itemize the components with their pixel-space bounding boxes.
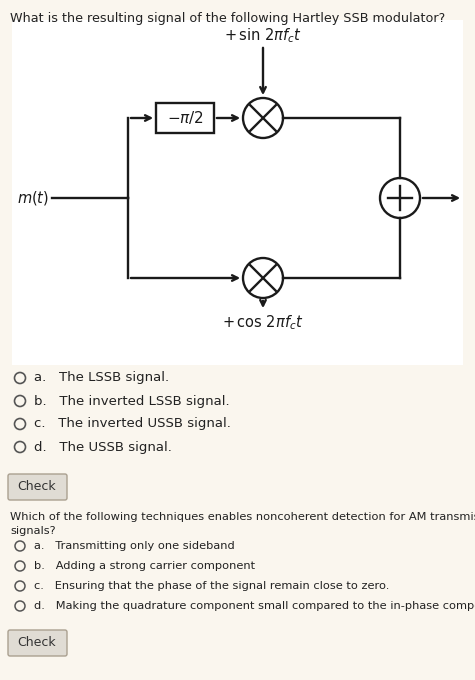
Text: a.   The LSSB signal.: a. The LSSB signal.	[34, 371, 169, 384]
Text: c.   Ensuring that the phase of the signal remain close to zero.: c. Ensuring that the phase of the signal…	[34, 581, 390, 591]
Text: $+\,\cos\,2\pi f_c t$: $+\,\cos\,2\pi f_c t$	[222, 313, 304, 332]
Text: d.   The USSB signal.: d. The USSB signal.	[34, 441, 172, 454]
Text: a.   Transmitting only one sideband: a. Transmitting only one sideband	[34, 541, 235, 551]
FancyBboxPatch shape	[12, 20, 463, 365]
Text: $-\pi/2$: $-\pi/2$	[167, 109, 203, 126]
Text: What is the resulting signal of the following Hartley SSB modulator?: What is the resulting signal of the foll…	[10, 12, 445, 25]
Text: d.   Making the quadrature component small compared to the in-phase component: d. Making the quadrature component small…	[34, 601, 475, 611]
Text: b.   The inverted LSSB signal.: b. The inverted LSSB signal.	[34, 394, 229, 407]
Text: c.   The inverted USSB signal.: c. The inverted USSB signal.	[34, 418, 231, 430]
Text: b.   Adding a strong carrier component: b. Adding a strong carrier component	[34, 561, 255, 571]
Text: $+\,\sin\,2\pi f_c t$: $+\,\sin\,2\pi f_c t$	[224, 26, 302, 45]
FancyBboxPatch shape	[8, 474, 67, 500]
Text: Which of the following techniques enables noncoherent detection for AM transmiss: Which of the following techniques enable…	[10, 512, 475, 522]
FancyBboxPatch shape	[156, 103, 214, 133]
FancyBboxPatch shape	[8, 630, 67, 656]
Text: signals?: signals?	[10, 526, 56, 536]
Text: $m(t)$: $m(t)$	[17, 189, 49, 207]
Text: Check: Check	[18, 636, 57, 649]
Text: Check: Check	[18, 481, 57, 494]
